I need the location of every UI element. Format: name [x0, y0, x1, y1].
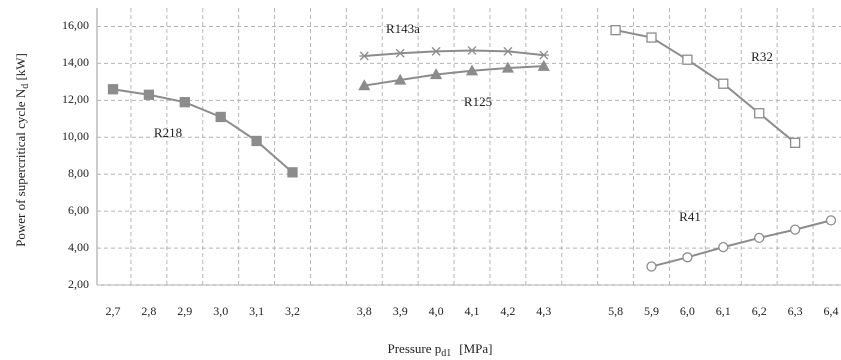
marker [682, 54, 693, 65]
marker [501, 61, 515, 73]
marker [287, 167, 298, 178]
y-title-text: Power of supercritical cycle N [13, 88, 28, 247]
marker [358, 79, 371, 91]
x-tick-label: 3,8 [357, 304, 372, 318]
x-tick-label: 3,2 [285, 304, 300, 318]
marker [789, 224, 801, 235]
y-title-sub: d [20, 84, 31, 89]
marker [789, 137, 801, 148]
x-tick-label: 4,2 [500, 304, 515, 318]
x-tick-label: 2,8 [141, 304, 156, 318]
marker [179, 97, 190, 108]
y-tick-label: 8,00 [68, 166, 89, 180]
y-tick-label: 10,00 [62, 129, 89, 143]
x-tick-label: 6,1 [716, 304, 731, 318]
series-label: R125 [464, 94, 492, 109]
x-tick-label: 4,0 [429, 304, 444, 318]
series-label: R32 [751, 49, 773, 64]
y-title-unit: [kW] [13, 53, 28, 84]
series-line [112, 88, 294, 174]
marker [646, 32, 657, 43]
x-tick-label: 2,7 [106, 304, 121, 318]
marker [825, 215, 837, 226]
series-label: R41 [679, 209, 701, 224]
x-title-text: Pressure p [387, 341, 441, 356]
series-line [364, 65, 544, 87]
y-tick-label: 16,00 [62, 18, 89, 32]
y-axis-title: Power of supercritical cycle Nd [kW] [13, 53, 31, 247]
x-tick-label: 3,0 [213, 304, 228, 318]
x-tick-label: 3,9 [393, 304, 408, 318]
marker [431, 46, 442, 56]
x-tick-label: 6,2 [752, 304, 767, 318]
marker [610, 25, 621, 36]
marker [467, 46, 477, 55]
y-tick-label: 4,00 [68, 240, 89, 254]
marker [718, 241, 729, 253]
x-tick-label: 6,3 [788, 304, 803, 318]
marker [538, 50, 549, 60]
marker [465, 64, 479, 76]
series-label: R218 [154, 125, 182, 140]
marker [359, 51, 370, 61]
x-title-unit: [MPa] [459, 341, 492, 356]
y-tick-label: 6,00 [68, 203, 89, 217]
marker [718, 78, 729, 89]
marker [754, 108, 765, 119]
marker [215, 111, 226, 123]
x-tick-label: 5,9 [644, 304, 659, 318]
marker [502, 46, 513, 56]
series-line [364, 49, 544, 58]
marker [394, 73, 407, 85]
marker [251, 135, 262, 147]
marker [754, 232, 765, 244]
x-title-sub: d1 [441, 348, 451, 359]
x-tick-label: 2,9 [177, 304, 192, 318]
x-axis-title: Pressure pd1 [MPa] [387, 341, 492, 359]
marker [107, 84, 119, 95]
x-tick-label: 5,8 [608, 304, 623, 318]
marker [537, 59, 550, 71]
x-tick-label: 4,1 [465, 304, 480, 318]
marker [682, 252, 693, 263]
y-tick-label: 12,00 [62, 92, 89, 106]
marker [646, 261, 657, 272]
x-tick-label: 3,1 [249, 304, 264, 318]
x-tick-label: 6,4 [824, 304, 839, 318]
marker [143, 89, 155, 100]
marker [429, 68, 443, 80]
y-tick-label: 2,00 [68, 277, 89, 291]
marker [395, 48, 406, 58]
y-tick-label: 14,00 [62, 55, 89, 69]
series-line [615, 29, 796, 144]
series-label: R143a [386, 21, 420, 36]
x-tick-label: 6,0 [680, 304, 695, 318]
x-tick-label: 4,3 [536, 304, 551, 318]
series-line [651, 219, 832, 268]
